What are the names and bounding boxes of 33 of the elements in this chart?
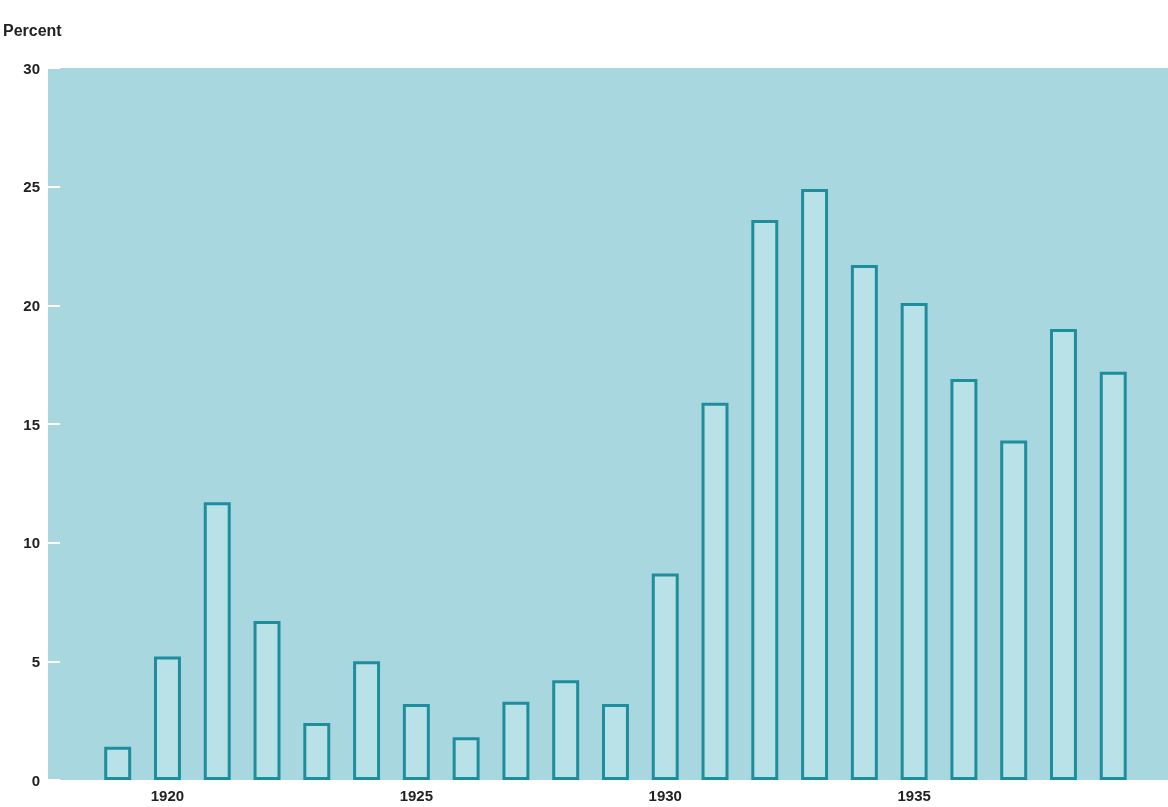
bar [104,746,132,780]
bar [153,656,181,780]
bar [1099,371,1127,780]
x-tick-label: 1920 [150,787,185,804]
y-tick-label: 10 [23,534,40,552]
bar [850,264,878,780]
y-tick-label: 0 [31,771,40,789]
y-tick-label: 25 [23,178,40,196]
bar [203,502,231,780]
bar [651,573,679,780]
x-tick-label: 1925 [399,787,434,804]
bar [502,701,530,780]
bar [303,723,331,780]
bar [701,402,729,780]
y-tick-label: 20 [23,296,40,314]
bar [402,704,430,780]
y-tick-label: 15 [23,415,40,433]
bar [1000,440,1028,780]
bar [1049,329,1077,780]
bar [950,378,978,780]
x-tick-label: 1930 [648,787,682,804]
bar [353,661,381,780]
bar [751,219,779,780]
y-axis-title: Percent [3,21,63,39]
bar [552,680,580,780]
x-tick-label: 1935 [897,787,931,804]
y-tick-label: 30 [23,59,40,77]
bar [253,620,281,780]
y-tick-label: 5 [31,652,40,670]
bar [452,737,480,780]
bar [900,302,928,780]
bar [601,704,629,780]
bar [801,189,829,780]
